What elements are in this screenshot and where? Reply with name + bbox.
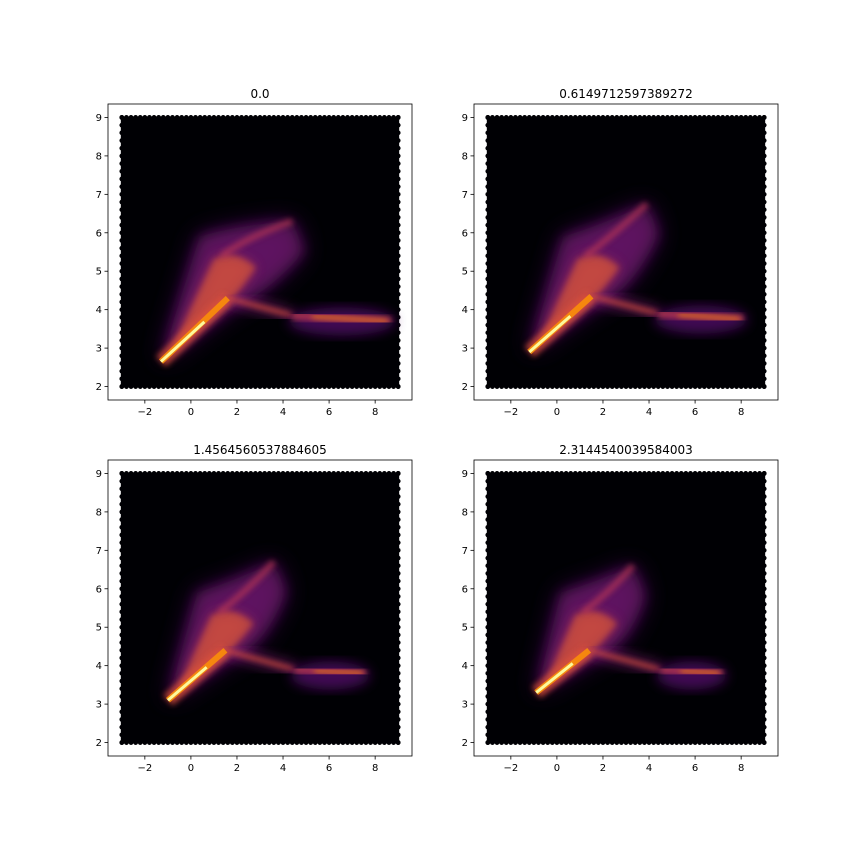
x-tick-label: 4	[280, 407, 286, 418]
subplot-title: 0.0	[250, 87, 269, 101]
y-tick-label: 9	[462, 113, 468, 124]
x-tick-label: 8	[372, 763, 378, 774]
x-tick-label: 8	[372, 407, 378, 418]
y-tick-label: 3	[462, 344, 468, 355]
x-tick-label: 4	[646, 407, 652, 418]
subplot-1: 0.6149712597389272 −2 0 2 4 6 8 2 3 4 5 6 7 8 9	[462, 87, 779, 418]
y-tick-label: 6	[462, 228, 468, 239]
x-tick-label: 0	[188, 407, 194, 418]
density-cloud	[156, 218, 396, 367]
y-tick-label: 5	[96, 623, 102, 634]
x-tick-label: 6	[692, 407, 698, 418]
y-tick-label: 6	[462, 584, 468, 595]
y-tick-label: 7	[462, 190, 468, 201]
y-tick-label: 9	[96, 113, 102, 124]
x-tick-label: −2	[137, 763, 152, 774]
subplot-0: 0.0 −2 0 2 4 6 8 2 3 4 5 6 7 8 9	[96, 87, 413, 418]
y-tick-label: 4	[96, 305, 102, 316]
axes-frame	[473, 459, 779, 757]
x-tick-label: 2	[600, 763, 606, 774]
hexbin-edge-cells	[119, 471, 401, 745]
x-tick-label: 8	[738, 407, 744, 418]
x-tick-label: 0	[554, 407, 560, 418]
y-tick-label: 8	[96, 151, 102, 162]
x-tick-label: −2	[503, 763, 518, 774]
subplot-title: 1.4564560537884605	[193, 443, 327, 457]
y-tick-label: 3	[96, 344, 102, 355]
y-tick-label: 4	[96, 661, 102, 672]
hexbin-edge-cells	[119, 115, 401, 389]
density-cloud	[163, 559, 370, 706]
y-tick-label: 3	[96, 700, 102, 711]
x-tick-label: 2	[234, 763, 240, 774]
y-tick-label: 6	[96, 228, 102, 239]
y-tick-label: 2	[462, 738, 468, 749]
y-tick-label: 2	[462, 382, 468, 393]
y-tick-label: 4	[462, 661, 468, 672]
hexbin-edge-cells	[485, 115, 767, 389]
y-tick-label: 9	[462, 469, 468, 480]
x-tick-label: −2	[503, 407, 518, 418]
y-tick-label: 6	[96, 584, 102, 595]
x-tick-label: −2	[137, 407, 152, 418]
y-tick-label: 5	[96, 267, 102, 278]
y-tick-label: 5	[462, 623, 468, 634]
axes-frame	[107, 459, 413, 757]
density-cloud	[531, 563, 727, 699]
x-tick-label: 8	[738, 763, 744, 774]
x-tick-label: 2	[600, 407, 606, 418]
x-tick-label: 0	[554, 763, 560, 774]
hexbin-edge-cells	[485, 471, 767, 745]
y-tick-label: 7	[462, 546, 468, 557]
subplot-3: 2.3144540039584003 −2 0 2 4 6 8 2 3 4 5 6 7 8 9	[462, 443, 779, 774]
y-tick-label: 8	[462, 151, 468, 162]
x-tick-label: 6	[692, 763, 698, 774]
y-tick-label: 2	[96, 382, 102, 393]
axes-frame	[107, 103, 413, 401]
y-tick-label: 3	[462, 700, 468, 711]
y-tick-label: 7	[96, 190, 102, 201]
y-tick-label: 4	[462, 305, 468, 316]
x-tick-label: 4	[646, 763, 652, 774]
x-tick-label: 4	[280, 763, 286, 774]
y-tick-label: 7	[96, 546, 102, 557]
axes-frame	[473, 103, 779, 401]
subplot-title: 2.3144540039584003	[559, 443, 693, 457]
y-tick-label: 8	[96, 507, 102, 518]
x-tick-label: 6	[326, 407, 332, 418]
density-cloud	[524, 201, 748, 358]
x-tick-label: 6	[326, 763, 332, 774]
y-tick-label: 2	[96, 738, 102, 749]
x-tick-label: 2	[234, 407, 240, 418]
y-tick-label: 5	[462, 267, 468, 278]
y-tick-label: 9	[96, 469, 102, 480]
x-tick-label: 0	[188, 763, 194, 774]
subplot-2: 1.4564560537884605 −2 0 2 4 6 8 2 3 4 5 6 7 8 9	[96, 443, 413, 774]
y-tick-label: 8	[462, 507, 468, 518]
subplot-title: 0.6149712597389272	[559, 87, 693, 101]
